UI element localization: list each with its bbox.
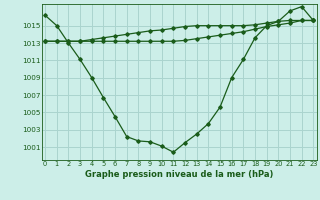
X-axis label: Graphe pression niveau de la mer (hPa): Graphe pression niveau de la mer (hPa) (85, 170, 273, 179)
